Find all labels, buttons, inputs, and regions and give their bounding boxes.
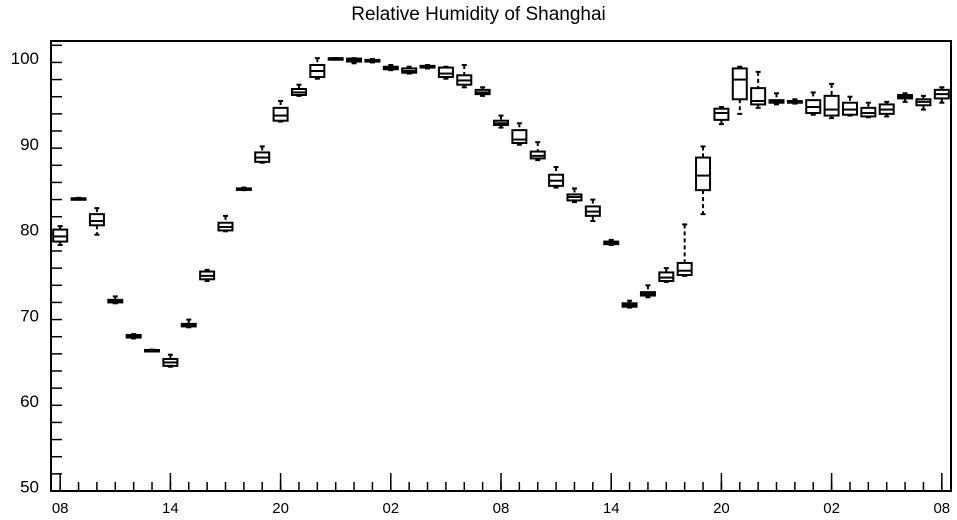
box-plot — [841, 95, 858, 117]
box-iqr — [437, 66, 454, 78]
box-plot — [731, 65, 748, 115]
x-tick-label: 08 — [933, 500, 950, 517]
box-plot — [235, 186, 252, 192]
box-plot — [676, 223, 693, 277]
box-plot — [621, 299, 638, 309]
y-tick-label: 50 — [20, 478, 39, 497]
x-tick-label: 08 — [493, 500, 510, 517]
box-plot — [639, 284, 656, 299]
x-axis: 08 14 20 02 08 14 20 02 08 — [52, 473, 950, 517]
box-plot — [805, 91, 822, 116]
y-tick-label: 90 — [20, 135, 39, 154]
box-plot — [401, 65, 418, 75]
box-iqr — [511, 129, 528, 144]
box-iqr — [713, 107, 730, 121]
box-plot — [199, 268, 216, 282]
x-tick-label: 14 — [162, 500, 179, 517]
box-plot — [713, 106, 730, 126]
box-plot — [823, 82, 840, 120]
box-plot — [768, 92, 785, 106]
box-plot — [878, 100, 895, 118]
box-plot — [70, 196, 87, 201]
x-tick-label: 14 — [603, 500, 620, 517]
box-plot — [603, 238, 620, 246]
box-plot — [382, 64, 399, 72]
x-tick-label: 02 — [382, 500, 399, 517]
x-tick-label: 08 — [52, 500, 69, 517]
x-tick-label: 20 — [713, 500, 730, 517]
box-iqr — [695, 156, 712, 192]
box-plot — [327, 57, 344, 61]
box-iqr — [731, 67, 748, 101]
box-plot — [52, 225, 69, 246]
box-plot — [915, 94, 932, 111]
box-plot — [144, 348, 161, 353]
box-plot — [548, 166, 565, 189]
box-plot — [272, 100, 289, 123]
box-plot — [897, 92, 914, 103]
x-tick-label: 20 — [272, 500, 289, 517]
box-plot — [566, 187, 583, 204]
box-plot — [933, 86, 950, 104]
box-plot — [290, 83, 307, 97]
box-iqr — [88, 213, 105, 227]
box-iqr — [272, 106, 289, 122]
box-plot — [125, 333, 142, 340]
box-plot — [309, 57, 326, 80]
box-plot — [695, 145, 712, 216]
box-iqr — [823, 94, 840, 117]
box-plot — [529, 141, 546, 162]
y-tick-label: 80 — [20, 221, 39, 240]
box-plot — [860, 101, 877, 119]
box-plot — [419, 64, 436, 70]
box-plot — [217, 214, 234, 233]
box-plot — [493, 114, 509, 129]
box-plot — [254, 145, 271, 164]
box-plot — [658, 267, 675, 283]
box-plot — [346, 57, 363, 65]
box-series — [52, 57, 950, 368]
box-plot — [107, 295, 124, 305]
box-iqr — [676, 262, 693, 276]
box-plot — [584, 198, 601, 222]
box-plot — [437, 65, 454, 80]
y-axis: 50 60 70 80 90 100 — [11, 44, 62, 497]
y-tick-label: 100 — [11, 49, 39, 68]
box-plot — [750, 70, 767, 109]
box-plot — [511, 122, 528, 146]
box-plot — [364, 58, 381, 64]
box-plot — [474, 86, 491, 97]
y-tick-label: 60 — [20, 392, 39, 411]
y-tick-label: 70 — [20, 306, 39, 325]
box-plot — [786, 98, 803, 105]
box-plot — [456, 64, 473, 89]
box-plot — [180, 318, 197, 329]
chart-title: Relative Humidity of Shanghai — [351, 4, 606, 25]
box-plot — [88, 207, 105, 236]
box-plot — [162, 353, 179, 368]
x-tick-label: 02 — [823, 500, 840, 517]
